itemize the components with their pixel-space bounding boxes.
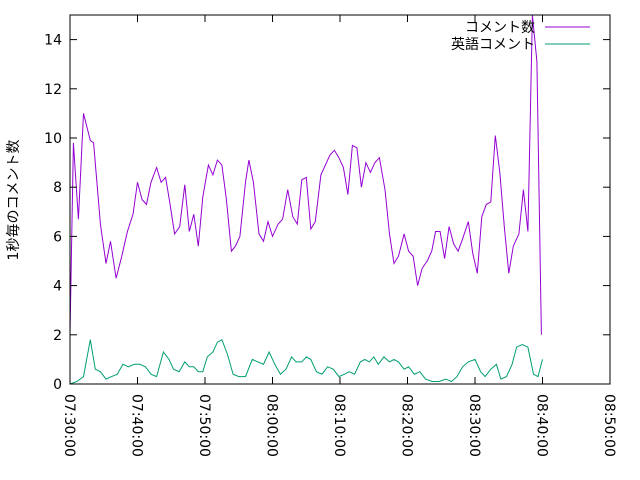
series-line-1 bbox=[69, 338, 543, 385]
series-line-0 bbox=[69, 14, 542, 335]
x-tick-label: 08:00:00 bbox=[264, 394, 280, 457]
y-tick-label: 8 bbox=[53, 180, 62, 196]
y-tick-label: 2 bbox=[53, 328, 62, 344]
x-tick-label: 08:50:00 bbox=[601, 394, 617, 457]
x-tick-label: 08:20:00 bbox=[399, 394, 415, 457]
y-tick-label: 4 bbox=[53, 279, 62, 295]
legend-label-0: コメント数 bbox=[465, 20, 535, 36]
legend-label-1: 英語コメント bbox=[451, 36, 535, 53]
y-tick-label: 10 bbox=[44, 131, 62, 147]
y-axis-label: 1秒毎のコメント数 bbox=[6, 140, 22, 261]
x-tick-label: 07:50:00 bbox=[196, 394, 212, 457]
axis-layer: 0 2 4 6 8 10 12 14 07:30:00 07:40:00 07:50:00 08:00… bbox=[44, 15, 617, 457]
x-tick-label: 08:30:00 bbox=[466, 394, 482, 457]
y-tick-label: 0 bbox=[53, 377, 62, 393]
x-tick-label: 07:40:00 bbox=[129, 394, 145, 457]
x-tick-label: 07:30:00 bbox=[61, 394, 77, 457]
y-tick-label: 12 bbox=[44, 82, 62, 98]
y-tick-label: 6 bbox=[53, 229, 62, 245]
x-tick-label: 08:10:00 bbox=[331, 394, 347, 457]
y-tick-label: 14 bbox=[44, 33, 62, 49]
x-tick-label: 08:40:00 bbox=[534, 394, 550, 457]
series-layer bbox=[69, 14, 543, 385]
